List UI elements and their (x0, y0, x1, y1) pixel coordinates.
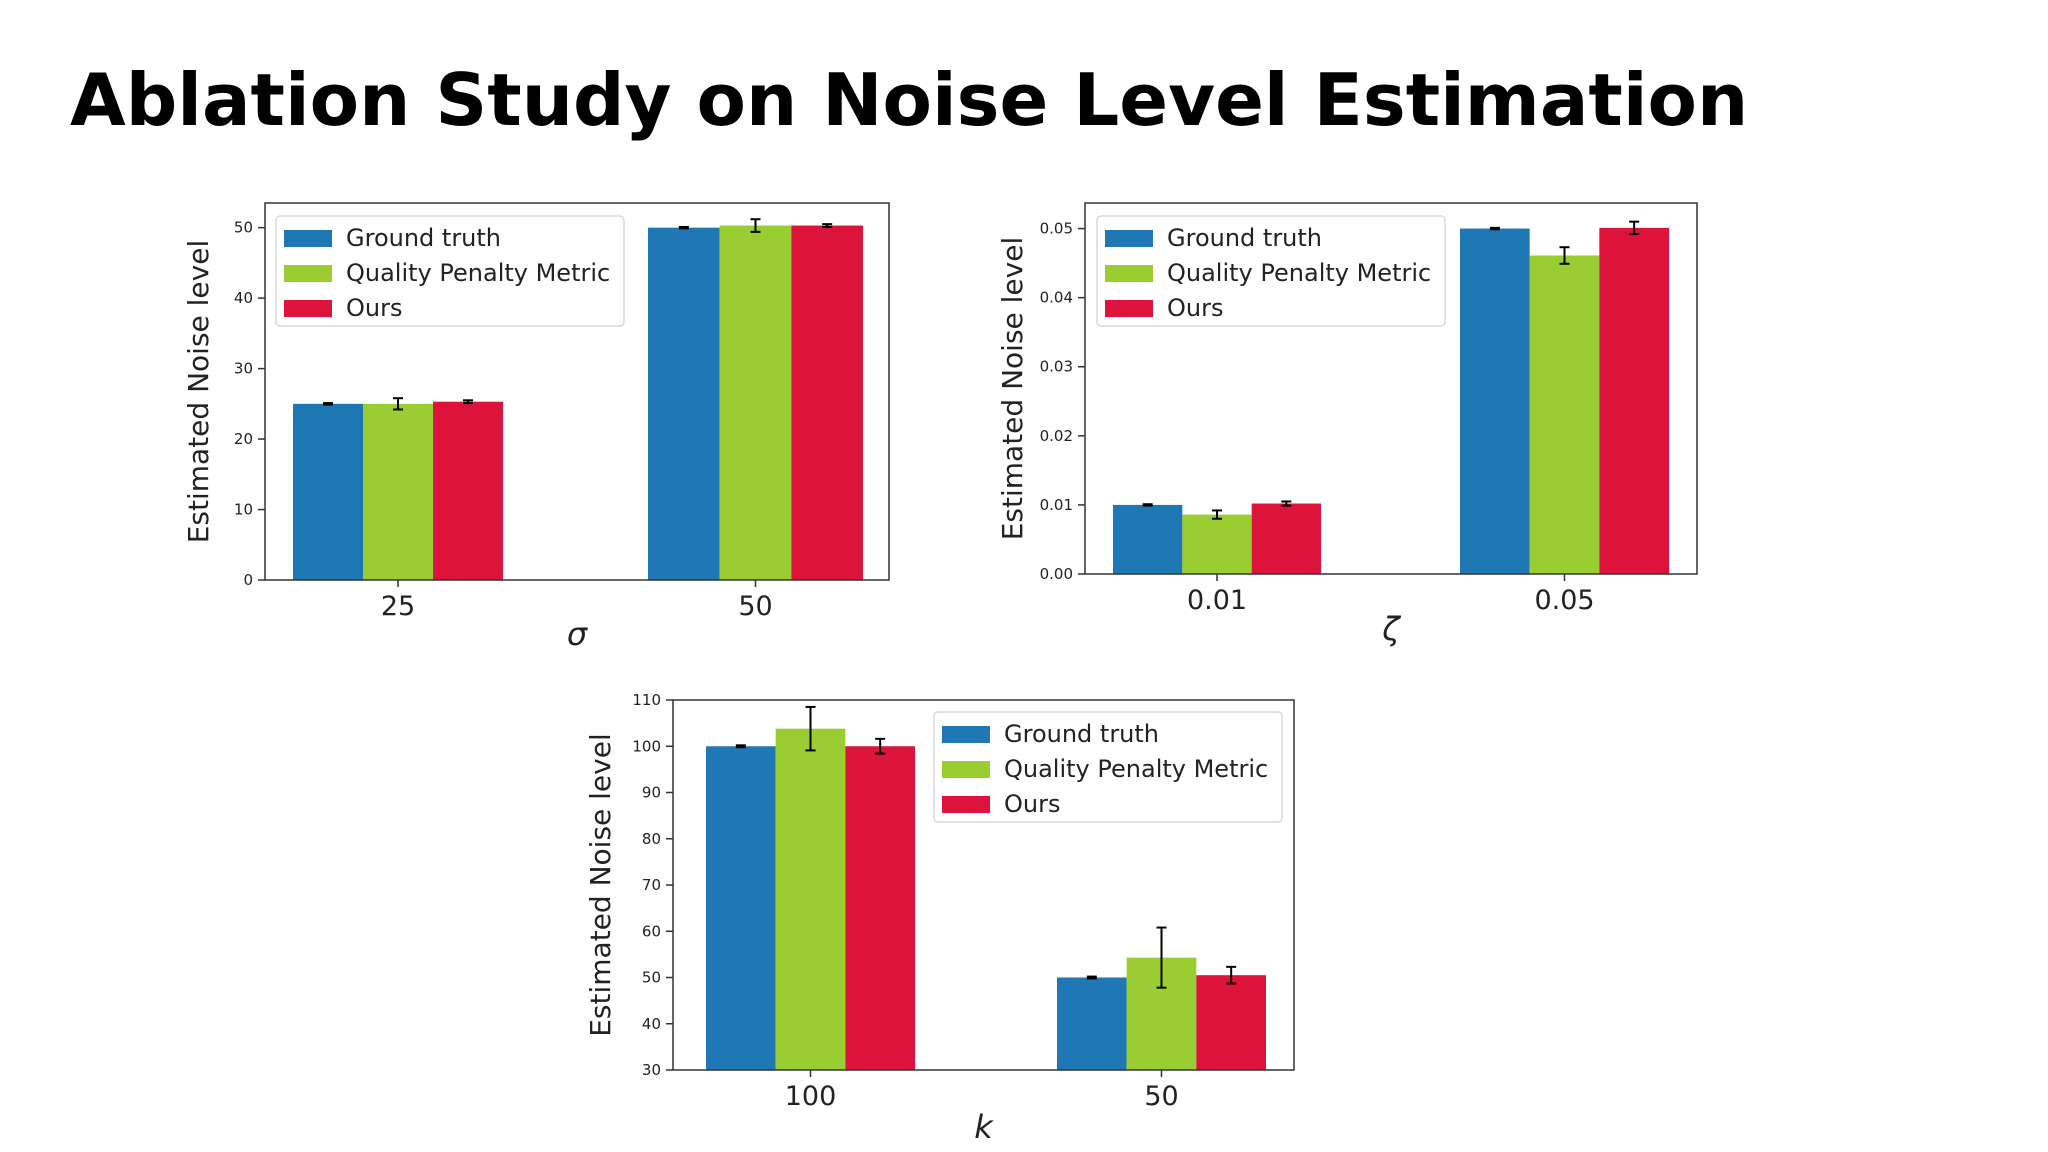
zeta-bar-ours-0.05 (1599, 227, 1669, 574)
sigma-xtick-label: 25 (381, 591, 415, 622)
k-ytick-label: 100 (632, 737, 661, 755)
sigma-ytick-label: 20 (234, 430, 253, 448)
zeta-errorbar-ground-truth-0.05 (1489, 226, 1500, 231)
sigma-legend: Ground truth Quality Penalty Metric Ours (275, 215, 625, 327)
k-errorbar-ours-50 (1226, 965, 1237, 985)
k-xtick-label: 100 (785, 1081, 837, 1112)
sigma-xlabel: σ (567, 615, 589, 653)
sigma-legend-box (275, 215, 625, 327)
k-legend-label-quality-penalty: Quality Penalty Metric (1004, 755, 1268, 783)
sigma-errorbar-ours-25 (463, 399, 473, 405)
zeta-legend-swatch-quality-penalty (1105, 265, 1153, 282)
k-legend-swatch-ground-truth (942, 726, 990, 743)
sigma-ytick-label: 50 (234, 219, 253, 237)
k-bar-ground-truth-50 (1057, 977, 1127, 1070)
k-errorbar-ground-truth-100 (735, 744, 746, 749)
k-bar-ground-truth-100 (706, 746, 776, 1070)
zeta-legend-box (1096, 215, 1446, 327)
k-bar-ours-100 (845, 746, 915, 1070)
k-ytick-label: 110 (632, 691, 661, 709)
zeta-axes-frame (1084, 202, 1698, 575)
sigma-ytick-label: 30 (234, 360, 253, 378)
zeta-errorbar-ground-truth-0.01 (1142, 503, 1153, 507)
k-errorbar-ours-100 (875, 737, 886, 755)
k-ytick-label: 30 (642, 1061, 661, 1079)
sigma-legend-swatch-ground-truth (284, 230, 332, 247)
sigma-legend-label-ground-truth: Ground truth (346, 224, 501, 252)
zeta-ytick-label: 0.02 (1040, 427, 1073, 445)
k-ytick-label: 50 (642, 969, 661, 987)
zeta-xtick-label: 0.01 (1187, 585, 1247, 616)
k-legend: Ground truth Quality Penalty Metric Ours (933, 711, 1283, 823)
sigma-bar-quality-penalty-25 (363, 403, 433, 580)
zeta-bar-ground-truth-0.05 (1460, 228, 1530, 574)
zeta-legend-swatch-ground-truth (1105, 230, 1153, 247)
k-errorbar-quality-penalty-50 (1156, 926, 1167, 989)
sigma-ytick-label: 0 (243, 571, 253, 589)
k-xtick-label: 50 (1144, 1081, 1178, 1112)
sigma-legend-label-ours: Ours (346, 294, 402, 322)
zeta-errorbar-ours-0.05 (1629, 220, 1640, 236)
sigma-bar-ground-truth-50 (648, 227, 720, 580)
k-ylabel: Estimated Noise level (584, 733, 617, 1037)
sigma-bar-ours-50 (791, 225, 863, 580)
zeta-legend-label-ours: Ours (1167, 294, 1223, 322)
zeta-xtick-label: 0.05 (1534, 585, 1594, 616)
k-ytick-label: 90 (642, 784, 661, 802)
k-errorbar-quality-penalty-100 (805, 705, 816, 752)
zeta-legend: Ground truth Quality Penalty Metric Ours (1096, 215, 1446, 327)
sigma-axes-frame (264, 202, 890, 581)
k-ytick-label: 70 (642, 876, 661, 894)
zeta-bar-ours-0.01 (1251, 503, 1321, 574)
sigma-ylabel: Estimated Noise level (182, 240, 215, 544)
zeta-ytick-label: 0.03 (1040, 358, 1073, 376)
sigma-bar-ours-25 (433, 401, 503, 580)
k-bar-ours-50 (1196, 975, 1266, 1070)
zeta-legend-label-quality-penalty: Quality Penalty Metric (1167, 259, 1431, 287)
k-legend-swatch-quality-penalty (942, 761, 990, 778)
zeta-xlabel: ζ (1381, 610, 1401, 648)
k-errorbar-ground-truth-50 (1086, 975, 1097, 980)
sigma-errorbar-ground-truth-50 (678, 225, 689, 230)
sigma-errorbar-ours-50 (822, 223, 833, 228)
zeta-ytick-label: 0.04 (1040, 289, 1073, 307)
sigma-legend-label-quality-penalty: Quality Penalty Metric (346, 259, 610, 287)
zeta-errorbar-quality-penalty-0.01 (1212, 509, 1222, 520)
zeta-errorbar-ours-0.01 (1281, 500, 1292, 507)
k-ytick-label: 60 (642, 922, 661, 940)
sigma-errorbar-quality-penalty-50 (750, 218, 761, 233)
zeta-errorbar-quality-penalty-0.05 (1559, 246, 1570, 265)
sigma-errorbar-quality-penalty-25 (393, 397, 403, 411)
sigma-ytick-label: 10 (234, 501, 253, 519)
k-legend-label-ours: Ours (1004, 790, 1060, 818)
sigma-errorbar-ground-truth-25 (323, 402, 333, 406)
k-ytick-label: 40 (642, 1015, 661, 1033)
k-legend-swatch-ours (942, 796, 990, 813)
k-bar-quality-penalty-100 (775, 728, 846, 1070)
sigma-xtick-label: 50 (738, 591, 772, 622)
zeta-legend-swatch-ours (1105, 300, 1153, 317)
zeta-ytick-label: 0.05 (1040, 220, 1073, 238)
k-legend-label-ground-truth: Ground truth (1004, 720, 1159, 748)
sigma-bar-ground-truth-25 (293, 403, 363, 580)
zeta-bar-quality-penalty-0.01 (1182, 514, 1252, 574)
zeta-ytick-label: 0.01 (1040, 496, 1073, 514)
zeta-bar-ground-truth-0.01 (1113, 504, 1183, 574)
k-ytick-label: 80 (642, 830, 661, 848)
sigma-legend-swatch-ours (284, 300, 332, 317)
zeta-legend-label-ground-truth: Ground truth (1167, 224, 1322, 252)
sigma-ytick-label: 40 (234, 289, 253, 307)
zeta-ytick-label: 0.00 (1040, 565, 1073, 583)
sigma-legend-swatch-quality-penalty (284, 265, 332, 282)
k-legend-box (933, 711, 1283, 823)
zeta-bar-quality-penalty-0.05 (1529, 255, 1600, 574)
slide-title: Ablation Study on Noise Level Estimation (70, 58, 1749, 142)
sigma-bar-quality-penalty-50 (719, 225, 792, 580)
k-xlabel: k (974, 1108, 994, 1146)
zeta-ylabel: Estimated Noise level (996, 237, 1029, 541)
